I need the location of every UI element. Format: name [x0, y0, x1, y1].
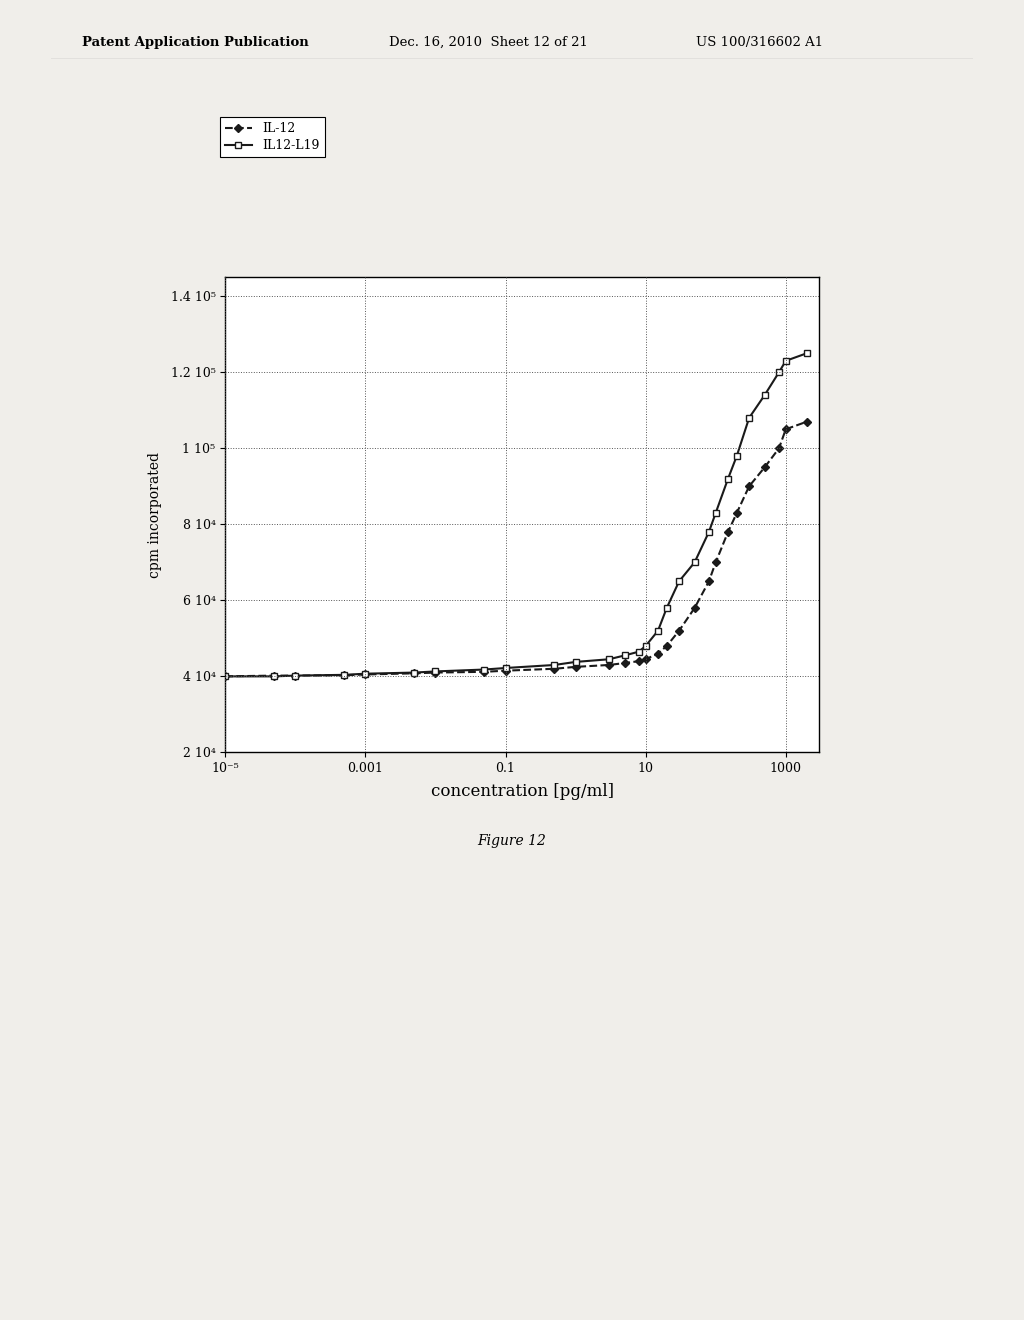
Text: Dec. 16, 2010  Sheet 12 of 21: Dec. 16, 2010 Sheet 12 of 21 — [389, 36, 588, 49]
Text: Figure 12: Figure 12 — [477, 834, 547, 847]
X-axis label: concentration [pg/ml]: concentration [pg/ml] — [431, 784, 613, 800]
Text: Patent Application Publication: Patent Application Publication — [82, 36, 308, 49]
Y-axis label: cpm incorporated: cpm incorporated — [148, 451, 162, 578]
Text: US 100/316602 A1: US 100/316602 A1 — [696, 36, 823, 49]
Legend: IL-12, IL12-L19: IL-12, IL12-L19 — [220, 117, 325, 157]
